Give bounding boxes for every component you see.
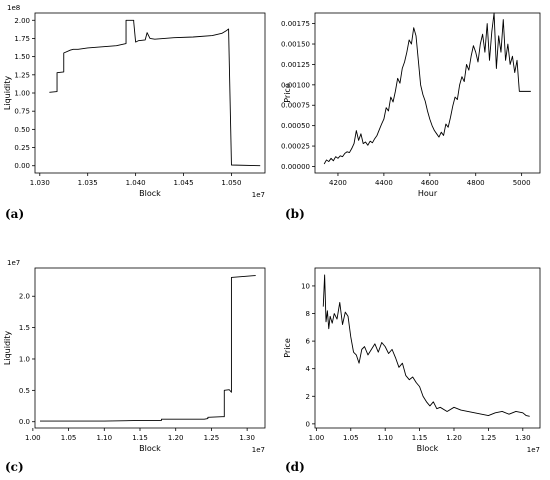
- y-tick-label: 1.50: [14, 53, 30, 61]
- plot-frame-c: [34, 267, 266, 429]
- x-tick-label: 5000: [513, 179, 531, 187]
- x-tick-label: 1.20: [446, 434, 462, 442]
- x-axis-label: Block: [417, 444, 439, 453]
- series-line-b-0: [323, 12, 531, 165]
- x-tick-label: 1.25: [481, 434, 497, 442]
- panel-label-a: (a): [5, 207, 25, 221]
- x-tick-label: 1.30: [239, 434, 255, 442]
- x-tick-label: 4600: [421, 179, 439, 187]
- y-tick-label: 0.00050: [281, 122, 310, 130]
- y-tick-label: 0.50: [14, 126, 30, 134]
- plot-frame-d: [314, 267, 541, 429]
- y-axis-label: Price: [283, 338, 292, 358]
- y-tick-label: 0.75: [14, 108, 30, 116]
- y-tick-label: 0.25: [14, 144, 30, 152]
- panel-label-c: (c): [5, 460, 24, 474]
- y-axis-label: Price: [283, 83, 292, 103]
- x-tick-label: 4200: [329, 179, 347, 187]
- chart-a: 1.030 1.035 1.040 1.045 1.050 0.00 0.25 0.50 0.7…: [3, 4, 266, 199]
- x-tick-label: 1.10: [96, 434, 112, 442]
- y-tick-label: 0.00025: [281, 143, 310, 151]
- panel-label-d: (d): [285, 460, 305, 474]
- x-tick-label: 1.00: [309, 434, 325, 442]
- y-tick-label: 0.00100: [281, 81, 310, 89]
- y-tick-label: 1.00: [14, 90, 30, 98]
- x-tick-label: 1.15: [132, 434, 148, 442]
- y-tick-label: 2.00: [14, 17, 30, 25]
- y-tick-label: 0.00175: [281, 20, 310, 28]
- y-tick-label: 1.75: [14, 35, 30, 43]
- y-tick-label: 0.00075: [281, 102, 310, 110]
- x-tick-label: 1.10: [377, 434, 393, 442]
- chart-c: 1.00 1.05 1.10 1.15 1.20 1.25 1.30 0.0 0.5 1.0 1.5…: [3, 259, 266, 454]
- x-tick-label: 1.25: [204, 434, 220, 442]
- y-tick-label: 2.0: [19, 293, 30, 301]
- x-axis-label: Block: [139, 189, 161, 198]
- y-tick-label: 0.5: [19, 387, 30, 395]
- panel-label-b: (b): [285, 207, 305, 221]
- y-tick-label: 10: [301, 282, 310, 290]
- y-offset-label: 1e8: [7, 4, 20, 12]
- plot-frame-b: [314, 12, 541, 174]
- y-tick-label: 0.00: [14, 162, 30, 170]
- x-tick-label: 1.035: [78, 179, 98, 187]
- y-tick-label: 1.5: [19, 324, 30, 332]
- y-axis-label: Liquidity: [3, 331, 12, 365]
- y-offset-label: 1e7: [7, 259, 20, 267]
- y-tick-label: 2: [306, 393, 310, 401]
- x-axis-label: Hour: [418, 189, 438, 198]
- y-tick-label: 0.00125: [281, 61, 310, 69]
- series-line-c-0: [40, 275, 256, 422]
- x-tick-label: 1.15: [412, 434, 428, 442]
- y-tick-label: 1.25: [14, 71, 30, 79]
- x-tick-label: 1.00: [25, 434, 41, 442]
- x-tick-label: 4800: [467, 179, 485, 187]
- y-tick-label: 1.0: [19, 355, 30, 363]
- x-tick-label: 1.05: [343, 434, 359, 442]
- x-tick-label: 4400: [375, 179, 393, 187]
- x-tick-label: 1.050: [221, 179, 241, 187]
- x-offset-label: 1e7: [252, 191, 265, 199]
- chart-b: 4200 4400 4600 4800 5000 0.00000 0.00025 0.0005…: [281, 12, 541, 198]
- x-tick-label: 1.045: [174, 179, 194, 187]
- y-tick-label: 0: [306, 420, 310, 428]
- series-line-a-0: [49, 19, 261, 167]
- y-tick-label: 0.00150: [281, 41, 310, 49]
- y-tick-label: 6: [306, 338, 311, 346]
- x-tick-label: 1.20: [168, 434, 184, 442]
- x-offset-label: 1e7: [527, 446, 540, 454]
- x-offset-label: 1e7: [252, 446, 265, 454]
- x-axis-label: Block: [139, 444, 161, 453]
- x-tick-label: 1.30: [515, 434, 531, 442]
- y-tick-label: 0.00000: [281, 163, 310, 171]
- y-axis-label: Liquidity: [3, 76, 12, 110]
- y-tick-label: 0.0: [19, 418, 30, 426]
- chart-d: 1.00 1.05 1.10 1.15 1.20 1.25 1.30 0 2 4 6 8 10 Block…: [283, 267, 541, 454]
- y-tick-label: 8: [306, 310, 310, 318]
- plot-frame-a: [34, 12, 266, 174]
- series-line-d-0: [322, 274, 530, 417]
- y-tick-label: 4: [306, 365, 311, 373]
- x-tick-label: 1.030: [30, 179, 50, 187]
- x-tick-label: 1.040: [126, 179, 146, 187]
- x-tick-label: 1.05: [61, 434, 77, 442]
